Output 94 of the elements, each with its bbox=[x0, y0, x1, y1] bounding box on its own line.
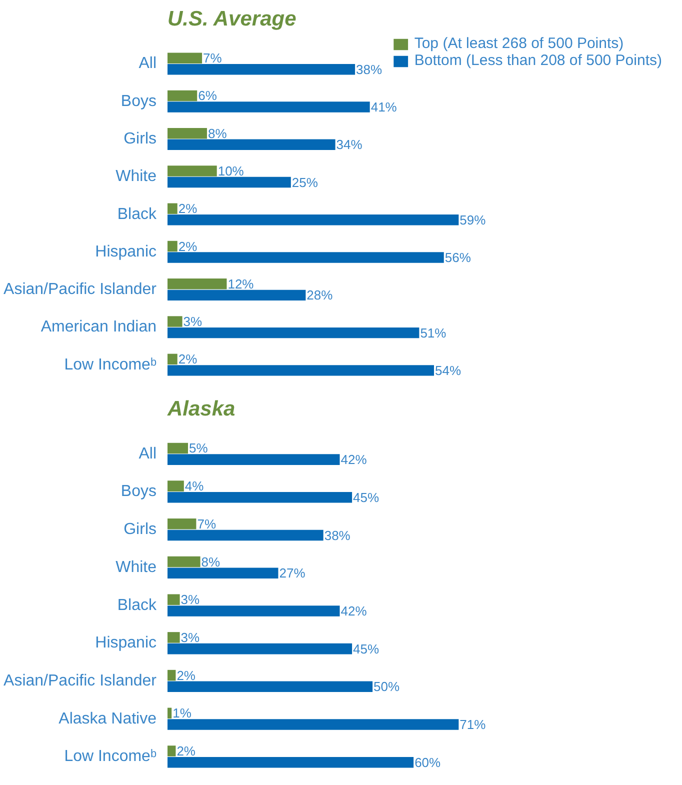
bar bbox=[168, 290, 306, 301]
data-label: 3% bbox=[180, 630, 200, 645]
y-tick-label: Black bbox=[117, 596, 158, 614]
bar bbox=[168, 64, 356, 75]
bar bbox=[168, 454, 340, 465]
bar bbox=[168, 176, 291, 188]
data-label: 45% bbox=[353, 490, 380, 505]
data-label: 41% bbox=[370, 100, 398, 115]
bar bbox=[168, 708, 172, 719]
y-tick-label: White bbox=[116, 168, 157, 186]
chart-title: Alaska bbox=[166, 398, 236, 420]
bar bbox=[168, 518, 196, 530]
bar bbox=[168, 327, 420, 338]
data-label: 2% bbox=[178, 352, 198, 367]
data-label: 50% bbox=[374, 679, 400, 694]
y-tick-label: Asian/Pacific Islander bbox=[4, 281, 158, 298]
data-label: 38% bbox=[324, 528, 351, 543]
chart-title: U.S. Average bbox=[168, 8, 297, 30]
bar bbox=[168, 102, 370, 112]
data-label: 27% bbox=[279, 566, 306, 581]
bar bbox=[168, 240, 178, 252]
y-tick-label: Asian/Pacific Islander bbox=[4, 672, 158, 690]
bar bbox=[168, 278, 227, 290]
data-label: 7% bbox=[197, 516, 216, 532]
bar bbox=[168, 354, 178, 365]
y-tick-label: Boys bbox=[120, 483, 157, 500]
y-tick-label: Boys bbox=[120, 92, 157, 110]
bar bbox=[168, 252, 444, 263]
data-label: 10% bbox=[218, 163, 244, 178]
y-tick-label: Hispanic bbox=[95, 243, 156, 260]
bar bbox=[168, 568, 278, 579]
data-label: 45% bbox=[353, 641, 380, 656]
y-tick-label: Low Incomeᵇ bbox=[64, 356, 157, 374]
y-tick-label: Low Incomeᵇ bbox=[64, 748, 157, 766]
data-label: 42% bbox=[340, 452, 368, 468]
data-label: 59% bbox=[460, 212, 486, 228]
bar bbox=[168, 128, 207, 139]
y-tick-label: All bbox=[138, 55, 156, 72]
bar bbox=[168, 139, 336, 150]
bar bbox=[168, 530, 324, 541]
data-label: 6% bbox=[198, 88, 218, 104]
bar bbox=[168, 681, 373, 692]
data-label: 3% bbox=[183, 314, 203, 330]
bar bbox=[168, 670, 176, 681]
bar bbox=[168, 214, 459, 226]
data-label: 34% bbox=[336, 137, 363, 152]
data-label: 42% bbox=[340, 603, 368, 618]
data-label: 54% bbox=[435, 362, 462, 378]
bar bbox=[168, 442, 188, 454]
data-label: 51% bbox=[420, 325, 447, 340]
data-label: 25% bbox=[292, 174, 318, 190]
y-tick-label: Alaska Native bbox=[58, 710, 157, 728]
data-label: 7% bbox=[203, 50, 222, 66]
bar bbox=[168, 365, 434, 376]
bar bbox=[168, 594, 180, 605]
data-label: 4% bbox=[184, 478, 204, 494]
data-label: 2% bbox=[176, 744, 196, 759]
y-tick-label: All bbox=[138, 445, 156, 462]
bar bbox=[168, 203, 178, 214]
bar bbox=[168, 492, 352, 503]
data-label: 60% bbox=[414, 754, 442, 770]
legend-label: Bottom (Less than 208 of 500 Points) bbox=[414, 52, 662, 69]
data-label: 8% bbox=[201, 554, 221, 570]
data-label: 2% bbox=[178, 238, 198, 254]
bar bbox=[168, 480, 184, 492]
data-label: 56% bbox=[444, 250, 472, 266]
bar bbox=[168, 90, 198, 102]
data-label: 1% bbox=[172, 706, 192, 721]
y-tick-label: Girls bbox=[124, 130, 157, 148]
bar bbox=[168, 316, 182, 327]
data-label: 71% bbox=[460, 717, 486, 732]
data-label: 2% bbox=[178, 201, 198, 216]
y-tick-label: Hispanic bbox=[95, 634, 156, 652]
bar bbox=[168, 632, 180, 643]
data-label: 28% bbox=[306, 288, 334, 303]
y-tick-label: Girls bbox=[124, 521, 157, 538]
data-label: 2% bbox=[176, 668, 196, 683]
y-tick-label: White bbox=[116, 558, 157, 576]
data-label: 38% bbox=[356, 62, 382, 77]
y-tick-label: American Indian bbox=[40, 318, 157, 336]
data-label: 12% bbox=[228, 276, 254, 292]
bar bbox=[168, 52, 202, 64]
bar bbox=[168, 746, 176, 756]
data-label: 5% bbox=[189, 440, 208, 456]
bar bbox=[168, 756, 414, 768]
bar bbox=[168, 719, 459, 730]
bar bbox=[168, 606, 340, 616]
data-label: 8% bbox=[208, 126, 228, 141]
bar bbox=[168, 643, 352, 654]
data-label: 3% bbox=[180, 592, 200, 608]
bar bbox=[168, 166, 217, 176]
bar bbox=[168, 556, 200, 568]
legend-label: Top (At least 268 of 500 Points) bbox=[414, 35, 624, 52]
y-tick-label: Black bbox=[117, 206, 158, 223]
